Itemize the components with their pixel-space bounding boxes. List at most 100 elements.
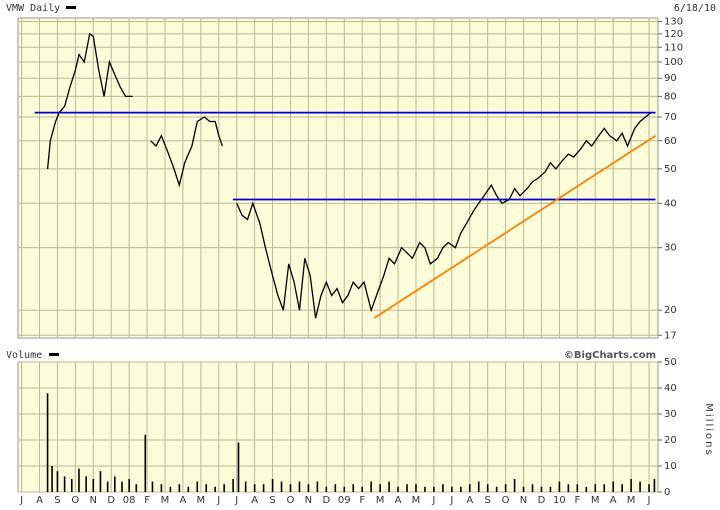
x-tick-label: J xyxy=(647,495,651,506)
y-tick-label: 10 xyxy=(664,461,677,472)
volume-bar xyxy=(135,484,138,492)
trend-line xyxy=(373,134,656,319)
x-tick-label: A xyxy=(610,495,617,506)
y-tick-label: 90 xyxy=(664,73,677,84)
volume-bar xyxy=(424,486,426,492)
volume-bar xyxy=(271,479,274,492)
x-tick-label: S xyxy=(54,495,60,506)
volume-bar xyxy=(316,481,319,492)
volume-bar xyxy=(106,481,109,492)
y-tick-label: 120 xyxy=(664,29,683,40)
volume-bar xyxy=(379,484,381,492)
volume-bar xyxy=(160,484,163,492)
y-tick-label: 20 xyxy=(664,435,677,446)
chart-date: 6/18/10 xyxy=(674,3,716,14)
volume-bar xyxy=(352,484,355,492)
volume-bar xyxy=(70,479,73,492)
y-tick-label: 30 xyxy=(664,243,677,254)
x-tick-label: D xyxy=(538,495,546,506)
volume-bar xyxy=(522,486,525,492)
x-tick-label: A xyxy=(251,495,258,506)
y-tick-label: 80 xyxy=(664,91,677,102)
y-axis-label: Millions xyxy=(703,403,714,456)
y-tick-label: 100 xyxy=(664,57,683,68)
y-tick-label: 40 xyxy=(664,198,677,209)
y-tick-label: 130 xyxy=(664,17,683,28)
volume-bar xyxy=(540,486,543,492)
volume-bar xyxy=(433,486,435,492)
volume-bar xyxy=(621,484,623,492)
x-tick-label: M xyxy=(412,495,421,506)
x-tick-label: M xyxy=(591,495,600,506)
volume-bar xyxy=(121,481,123,492)
volume-bar xyxy=(531,484,534,492)
volume-bar xyxy=(244,481,247,492)
volume-bar xyxy=(85,476,87,492)
volume-bar xyxy=(56,471,59,492)
x-tick-label: A xyxy=(395,495,402,506)
x-tick-label: J xyxy=(19,495,23,506)
volume-bar xyxy=(495,486,498,492)
x-tick-label: M xyxy=(376,495,385,506)
volume-bar xyxy=(187,486,190,492)
volume-bar xyxy=(343,486,346,492)
y-tick-label: 17 xyxy=(664,330,677,341)
volume-bar xyxy=(639,481,641,492)
x-tick-label: D xyxy=(322,495,330,506)
volume-bar xyxy=(558,481,561,492)
x-tick-label: M xyxy=(197,495,206,506)
volume-bar xyxy=(504,484,507,492)
x-tick-label: O xyxy=(502,495,510,506)
y-tick-label: 60 xyxy=(664,136,677,147)
volume-bar xyxy=(280,481,283,492)
x-tick-label: O xyxy=(71,495,79,506)
plot-area xyxy=(17,361,659,493)
volume-bar xyxy=(196,481,199,492)
x-tick-label: A xyxy=(180,495,187,506)
volume-bar xyxy=(442,484,444,492)
x-tick-label: N xyxy=(520,495,527,506)
volume-bar xyxy=(128,479,130,492)
y-tick-label: 50 xyxy=(664,164,677,175)
volume-bar xyxy=(144,434,147,492)
volume-bar xyxy=(513,479,516,492)
volume-bar xyxy=(549,486,552,492)
volume-bar xyxy=(214,486,216,492)
x-tick-label: O xyxy=(287,495,295,506)
volume-bar xyxy=(232,479,234,492)
y-tick-label: 0 xyxy=(664,487,670,498)
volume-bar xyxy=(205,484,208,492)
volume-bar xyxy=(415,484,417,492)
volume-bar xyxy=(451,486,453,492)
volume-bar xyxy=(468,484,471,492)
x-tick-label: F xyxy=(359,495,365,506)
volume-bar xyxy=(151,481,154,492)
x-tick-label: N xyxy=(90,495,97,506)
volume-bar xyxy=(406,484,408,492)
volume-bar xyxy=(486,484,489,492)
volume-bar xyxy=(325,486,328,492)
x-tick-label: 10 xyxy=(553,495,566,506)
volume-bar xyxy=(576,484,579,492)
volume-bar xyxy=(388,481,390,492)
x-tick-label: F xyxy=(574,495,580,506)
x-tick-label: N xyxy=(305,495,312,506)
x-tick-label: M xyxy=(627,495,636,506)
volume-bar xyxy=(253,484,256,492)
volume-title: Volume xyxy=(6,350,42,361)
volume-bar xyxy=(178,484,181,492)
volume-bar xyxy=(223,484,225,492)
volume-bar xyxy=(307,484,310,492)
source: ©BigCharts.com xyxy=(564,350,656,361)
volume-bar xyxy=(289,484,292,492)
x-tick-label: J xyxy=(431,495,435,506)
volume-bar xyxy=(334,484,337,492)
y-tick-label: 70 xyxy=(664,112,677,123)
legend-swatch xyxy=(66,6,76,9)
x-tick-label: F xyxy=(144,495,150,506)
volume-bar xyxy=(594,484,597,492)
price-line xyxy=(46,32,652,319)
volume-bar xyxy=(653,479,656,492)
volume-bar xyxy=(567,484,570,492)
